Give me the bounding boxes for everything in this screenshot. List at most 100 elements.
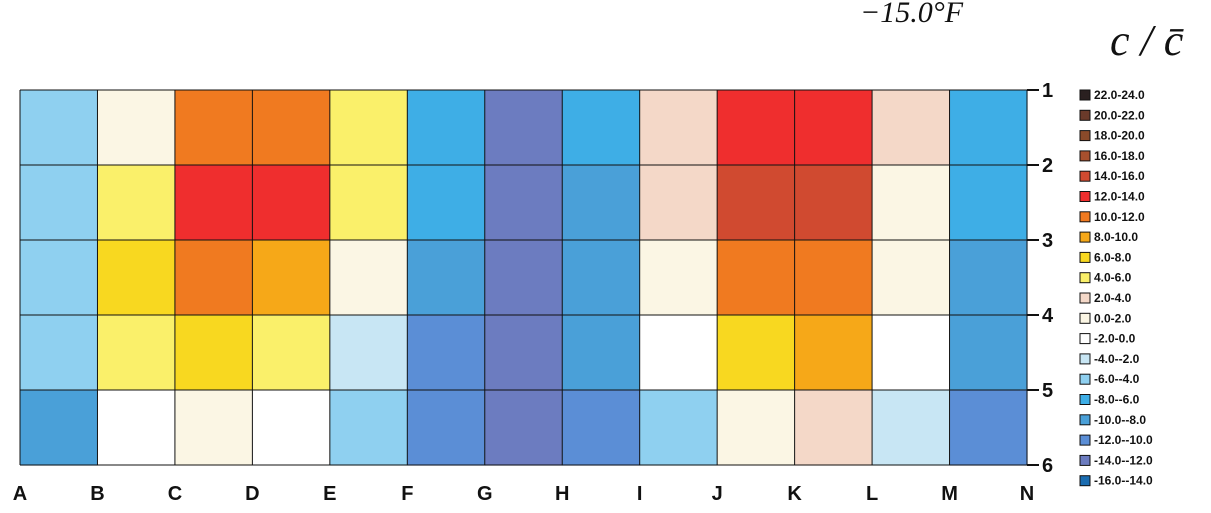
contour-cell [20, 165, 99, 241]
x-tick-label: D [245, 483, 259, 505]
contour-cell [872, 165, 951, 241]
contour-cell [407, 165, 486, 241]
legend: 22.0-24.0 20.0-22.0 18.0-20.0 16.0-18.0 14.0… [1079, 88, 1153, 488]
x-axis-labels: A B C D E F G H I J K L M N [13, 483, 1034, 505]
x-tick-label: G [477, 483, 493, 505]
contour-cell [252, 90, 331, 166]
contour-cell [562, 315, 641, 391]
contour-cell [407, 315, 486, 391]
contour-cell [252, 390, 331, 466]
legend-swatch [1079, 414, 1091, 426]
title-group: −15.0°F c / c̄ [860, 0, 1184, 65]
contour-cell [639, 240, 718, 316]
legend-label: -4.0--2.0 [1094, 352, 1140, 366]
legend-swatch [1079, 475, 1091, 487]
contour-cell [794, 165, 873, 241]
contour-cell [252, 165, 331, 241]
legend-label: -16.0--14.0 [1094, 474, 1153, 488]
x-tick-label: A [13, 483, 27, 505]
contour-cell [329, 240, 408, 316]
contour-cell [20, 240, 99, 316]
legend-label: 14.0-16.0 [1094, 169, 1145, 183]
contour-cell [329, 165, 408, 241]
legend-swatch [1079, 211, 1091, 223]
x-tick-label: C [168, 483, 182, 505]
x-tick-label: L [866, 483, 878, 505]
contour-cell [717, 390, 796, 466]
legend-swatch [1079, 434, 1091, 446]
legend-label: 20.0-22.0 [1094, 108, 1145, 122]
legend-swatch [1079, 272, 1091, 284]
contour-cell [252, 240, 331, 316]
contour-cell [794, 315, 873, 391]
legend-label: -12.0--10.0 [1094, 433, 1153, 447]
contour-cell [717, 90, 796, 166]
contour-cell [484, 315, 563, 391]
legend-label: 4.0-6.0 [1094, 271, 1132, 285]
legend-label: -6.0--4.0 [1094, 372, 1140, 386]
contour-cell [949, 390, 1028, 466]
contour-cell [329, 390, 408, 466]
contour-cell [20, 390, 99, 466]
contour-cell [794, 390, 873, 466]
legend-swatch [1079, 292, 1091, 304]
contour-cell [329, 315, 408, 391]
contour-cell [97, 90, 176, 166]
x-tick-label: M [941, 483, 958, 505]
contour-cell [174, 165, 253, 241]
x-tick-label: B [90, 483, 104, 505]
x-tick-label: N [1020, 483, 1034, 505]
legend-swatch [1079, 251, 1091, 263]
legend-swatch [1079, 394, 1091, 405]
y-tick-label: 4 [1042, 305, 1054, 327]
legend-label: -8.0--6.0 [1094, 393, 1140, 407]
legend-label: 18.0-20.0 [1094, 129, 1145, 143]
legend-swatch [1079, 109, 1091, 121]
legend-swatch [1079, 353, 1091, 365]
legend-swatch [1079, 231, 1091, 243]
x-tick-label: F [401, 483, 413, 505]
x-tick-label: J [712, 483, 723, 505]
contour-cell [872, 240, 951, 316]
legend-swatch [1079, 170, 1091, 182]
contour-cell [407, 240, 486, 316]
legend-swatch [1079, 454, 1091, 466]
contour-cell [639, 315, 718, 391]
legend-swatch [1079, 312, 1091, 324]
legend-label: 2.0-4.0 [1094, 291, 1132, 305]
contour-cell [717, 240, 796, 316]
contour-cell [794, 240, 873, 316]
contour-cell [562, 165, 641, 241]
contour-cell [562, 390, 641, 466]
legend-swatch [1079, 150, 1091, 162]
contour-cell [794, 90, 873, 166]
x-tick-label: I [637, 483, 643, 505]
y-tick-label: 2 [1042, 155, 1053, 177]
legend-label: 0.0-2.0 [1094, 311, 1132, 325]
contour-cell [484, 390, 563, 466]
contour-cell [639, 90, 718, 166]
contour-cell [484, 90, 563, 166]
contour-cell [329, 90, 408, 166]
legend-label: -14.0--12.0 [1094, 453, 1153, 467]
legend-swatch [1079, 191, 1091, 202]
legend-swatch [1079, 89, 1091, 101]
contour-cell [639, 390, 718, 466]
contour-cell [174, 240, 253, 316]
contour-cell [484, 240, 563, 316]
legend-label: 16.0-18.0 [1094, 149, 1145, 163]
y-tick-label: 3 [1042, 230, 1053, 252]
contour-cell [97, 315, 176, 391]
contour-cell [174, 315, 253, 391]
contour-cell [949, 315, 1028, 391]
contour-cell [174, 90, 253, 166]
contour-cell [407, 90, 486, 166]
contour-cell [97, 240, 176, 316]
y-axis-labels: 1 2 3 4 5 6 [1027, 80, 1054, 477]
legend-label: 10.0-12.0 [1094, 210, 1145, 224]
x-tick-label: E [323, 483, 336, 505]
contour-cell [97, 165, 176, 241]
contour-cell [872, 315, 951, 391]
contour-cell [20, 90, 99, 166]
